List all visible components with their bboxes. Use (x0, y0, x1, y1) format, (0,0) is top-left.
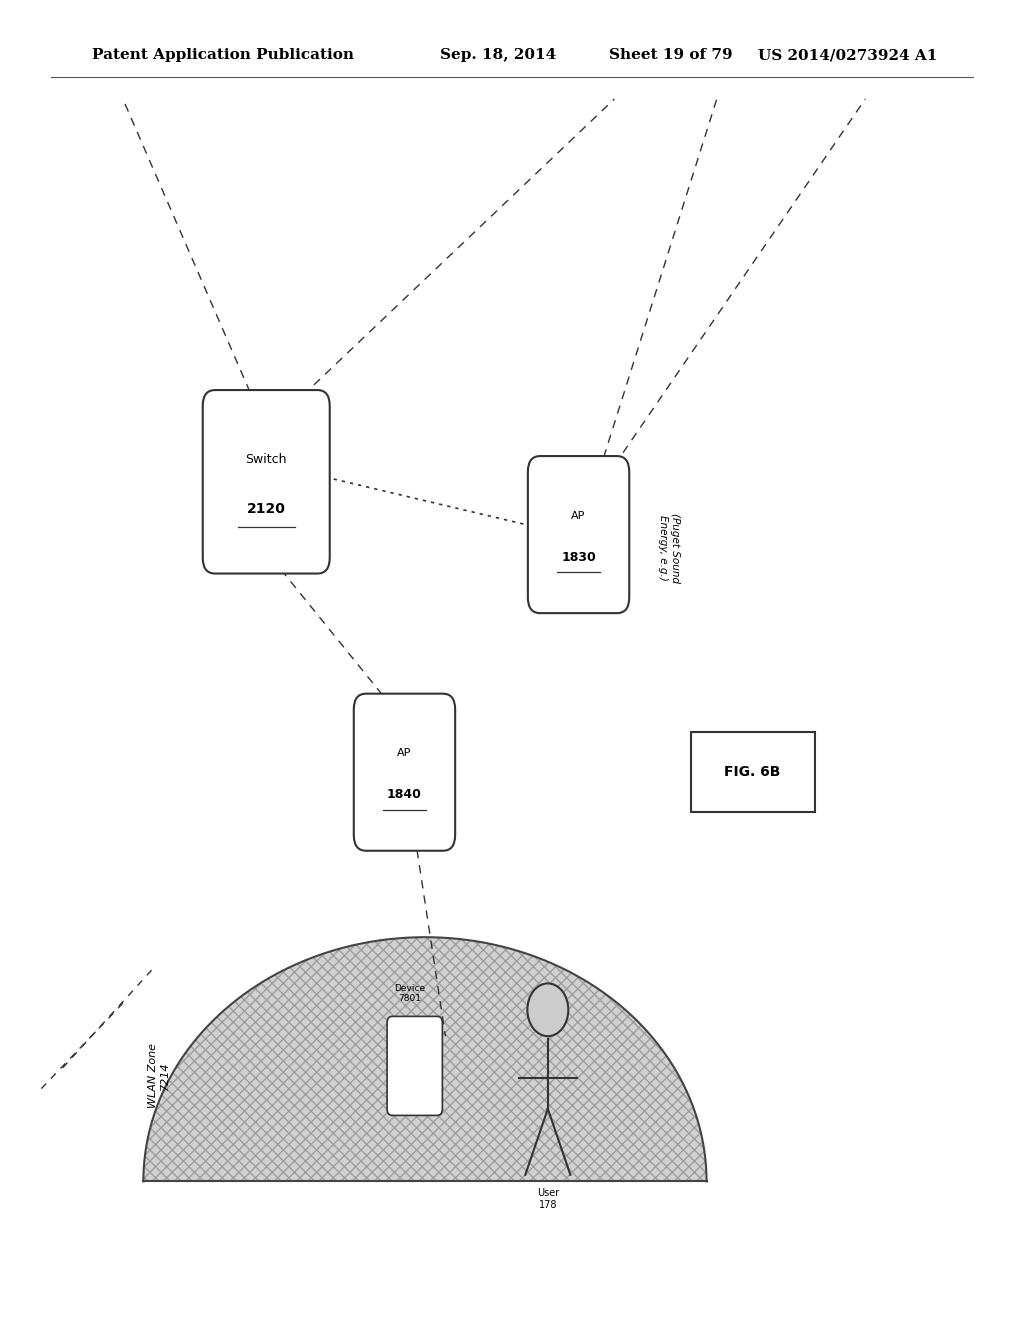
Text: Switch: Switch (246, 453, 287, 466)
Text: 2120: 2120 (247, 502, 286, 516)
Text: AP: AP (397, 748, 412, 759)
Text: FIG. 6B: FIG. 6B (724, 766, 781, 779)
Text: 1840: 1840 (387, 788, 422, 801)
Text: Sheet 19 of 79: Sheet 19 of 79 (609, 49, 733, 62)
Text: Device
7801: Device 7801 (394, 983, 425, 1003)
Text: 1830: 1830 (561, 550, 596, 564)
Text: User
178: User 178 (537, 1188, 559, 1209)
FancyBboxPatch shape (203, 391, 330, 573)
Text: US 2014/0273924 A1: US 2014/0273924 A1 (758, 49, 937, 62)
FancyBboxPatch shape (387, 1016, 442, 1115)
Text: AP: AP (571, 511, 586, 521)
Circle shape (527, 983, 568, 1036)
FancyBboxPatch shape (354, 694, 455, 851)
FancyBboxPatch shape (528, 457, 629, 612)
Polygon shape (143, 937, 707, 1181)
Text: WLAN Zone
7214: WLAN Zone 7214 (147, 1043, 170, 1109)
Text: Sep. 18, 2014: Sep. 18, 2014 (440, 49, 557, 62)
Text: Patent Application Publication: Patent Application Publication (92, 49, 354, 62)
FancyBboxPatch shape (690, 731, 815, 813)
Text: (Puget Sound
Energy, e.g.): (Puget Sound Energy, e.g.) (657, 512, 680, 583)
